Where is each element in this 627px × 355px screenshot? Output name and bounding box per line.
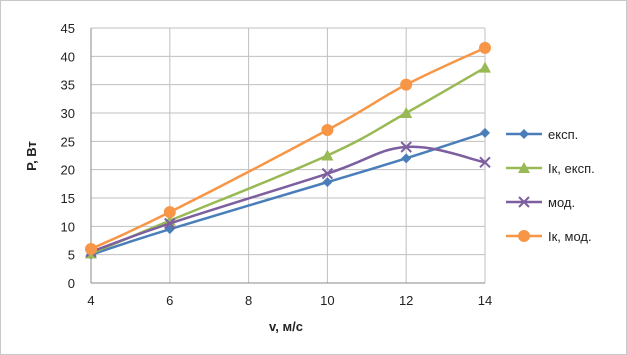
data-point-circle xyxy=(85,243,97,255)
x-stroke xyxy=(321,167,334,180)
legend-item: Ік, експ. xyxy=(506,161,595,176)
y-tick-label: 10 xyxy=(61,219,75,234)
y-tick-label: 25 xyxy=(61,134,75,149)
legend-label: мод. xyxy=(548,195,575,210)
series-circle xyxy=(85,41,491,255)
y-tick-label: 30 xyxy=(61,106,75,121)
legend-label: Ік, мод. xyxy=(548,229,592,244)
x-tick-label: 12 xyxy=(399,293,413,308)
x-tick-label: 10 xyxy=(320,293,334,308)
x-stroke xyxy=(164,217,176,230)
y-tick-label: 35 xyxy=(61,78,75,93)
axes xyxy=(90,28,485,284)
data-point-diamond xyxy=(322,177,333,188)
data-point-circle xyxy=(321,124,334,136)
legend: експ. Ік, експ. мод. Ік, мод. xyxy=(506,127,595,244)
data-point-triangle xyxy=(400,107,413,118)
series-x xyxy=(85,141,491,258)
data-point-diamond xyxy=(401,153,412,164)
grid-lines xyxy=(91,27,486,283)
data-point-triangle xyxy=(321,149,334,161)
legend-label: Ік, експ. xyxy=(548,161,595,176)
series-line xyxy=(90,46,486,251)
x-axis-title: v, м/с xyxy=(269,319,303,334)
data-point-x xyxy=(400,141,412,153)
legend-item: експ. xyxy=(506,127,578,142)
data-point-x xyxy=(164,217,176,230)
y-tick-label: 15 xyxy=(61,191,75,206)
data-point-circle xyxy=(518,230,530,242)
x-tick-label: 6 xyxy=(166,293,173,308)
data-point-triangle xyxy=(479,61,491,73)
y-tick-label: 20 xyxy=(61,163,75,178)
series-line xyxy=(90,145,486,254)
data-point-diamond xyxy=(480,127,490,138)
y-tick-label: 40 xyxy=(61,49,75,64)
data-point-diamond xyxy=(519,129,529,139)
y-tick-label: 5 xyxy=(68,248,75,263)
series-line xyxy=(90,66,486,255)
tick-labels: 0 5 10 15 20 25 30 35 40 45 4 6 8 10 12 14 xyxy=(61,21,493,308)
x-tick-label: 14 xyxy=(478,293,492,308)
x-tick-label: 4 xyxy=(87,293,94,308)
data-point-triangle xyxy=(518,162,530,173)
data-point-circle xyxy=(163,206,176,219)
data-point-circle xyxy=(400,78,413,91)
data-point-circle xyxy=(479,41,491,54)
data-point-x xyxy=(518,196,530,208)
data-series xyxy=(85,41,491,260)
legend-item: мод. xyxy=(506,195,575,210)
y-tick-label: 45 xyxy=(61,21,75,36)
x-tick-label: 8 xyxy=(245,293,252,308)
x-stroke xyxy=(518,196,530,208)
data-point-x xyxy=(321,167,334,180)
legend-label: експ. xyxy=(548,127,578,142)
x-stroke xyxy=(400,141,412,153)
series-line xyxy=(90,131,486,256)
y-axis-title: P, Вт xyxy=(24,141,39,171)
y-tick-label: 0 xyxy=(68,276,75,291)
data-point-x xyxy=(479,156,491,169)
x-stroke xyxy=(479,156,491,169)
legend-item: Ік, мод. xyxy=(506,229,592,244)
series-triangle xyxy=(85,61,491,259)
